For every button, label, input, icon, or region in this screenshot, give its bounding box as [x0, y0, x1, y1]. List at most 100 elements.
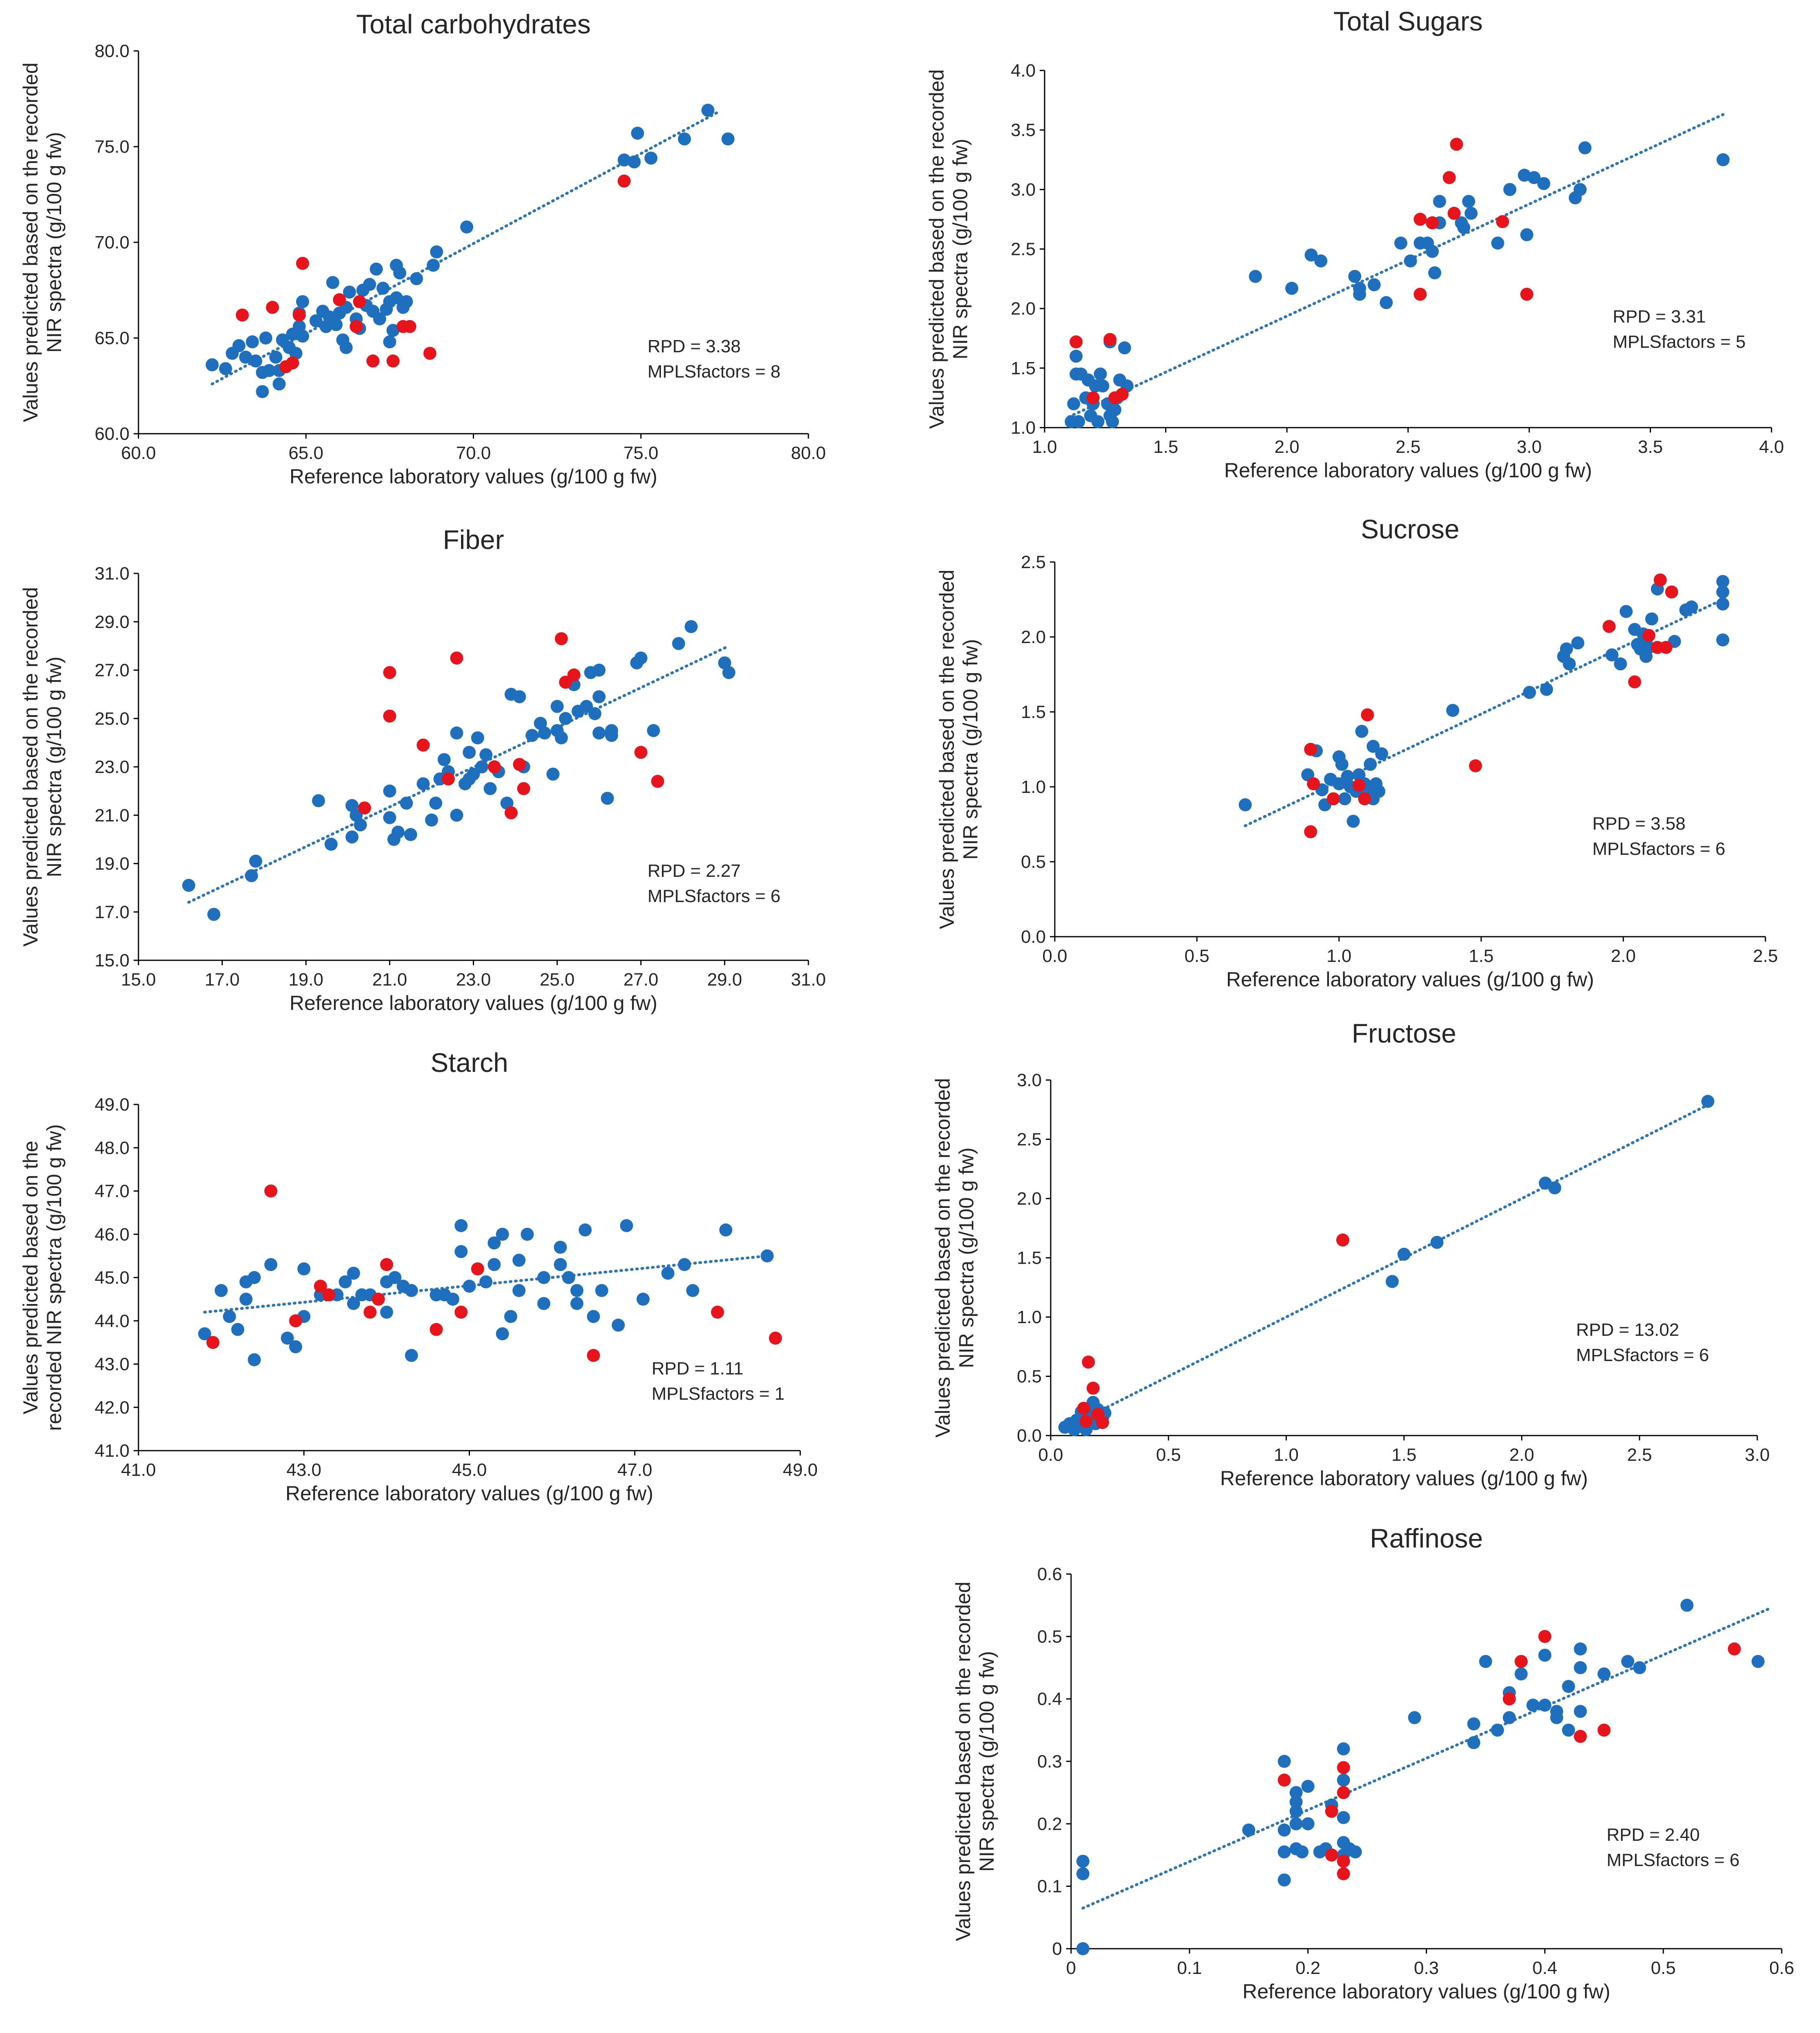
raffinose-calibration-point [1751, 1655, 1765, 1668]
sugars-x-axis-label: Reference laboratory values (g/100 g fw) [1224, 459, 1592, 482]
starch-calibration-point [248, 1271, 261, 1284]
fiber-x-tick-label: 19.0 [288, 970, 323, 990]
raffinose-calibration-point [1242, 1823, 1256, 1837]
raffinose-title: Raffinose [1370, 1523, 1483, 1553]
fructose-calibration-point [1397, 1247, 1411, 1261]
starch-calibration-point [620, 1219, 633, 1232]
fructose-validation-point [1336, 1233, 1350, 1247]
fructose-y-tick-label: 2.5 [1017, 1130, 1042, 1150]
fructose-calibration-point [1385, 1275, 1399, 1288]
starch-validation-point [587, 1349, 600, 1362]
fructose-title: Fructose [1352, 1018, 1456, 1048]
sugars-calibration-point [1578, 141, 1592, 155]
raffinose-calibration-point [1295, 1845, 1309, 1859]
fiber-validation-point [358, 801, 371, 815]
fiber-calibration-point [588, 707, 602, 720]
fructose-calibration-point [1548, 1181, 1561, 1194]
carb-calibration-point [628, 155, 641, 169]
sucrose-calibration-point [1716, 575, 1730, 588]
fiber-trendline [187, 644, 731, 904]
starch-calibration-point [347, 1267, 360, 1280]
sucrose-stat-line: RPD = 3.58 [1592, 814, 1686, 834]
sucrose-calibration-point [1372, 785, 1385, 798]
sugars-calibration-point [1464, 206, 1478, 220]
starch-title: Starch [430, 1047, 508, 1078]
fiber-calibration-point [525, 729, 539, 742]
carb-calibration-point [644, 151, 658, 165]
fiber-calibration-point [249, 854, 262, 868]
raffinose-calibration-point [1479, 1655, 1492, 1668]
raffinose-validation-point [1337, 1761, 1350, 1774]
fiber-calibration-point [471, 731, 484, 744]
raffinose-calibration-point [1467, 1736, 1480, 1749]
raffinose-calibration-point [1491, 1723, 1504, 1737]
carb-validation-point [349, 320, 363, 333]
fiber-calibration-point [559, 712, 572, 725]
raffinose-validation-point [1597, 1723, 1611, 1737]
starch-validation-point [322, 1288, 336, 1302]
fiber-calibration-point [182, 878, 195, 892]
fructose-x-axis-label: Reference laboratory values (g/100 g fw) [1220, 1467, 1588, 1490]
fiber-validation-point [441, 772, 455, 786]
fiber-x-tick-label: 31.0 [791, 970, 826, 990]
raffinose-calibration-point [1574, 1661, 1587, 1674]
fiber-calibration-point [647, 724, 660, 737]
sucrose-x-tick-label: 0.5 [1184, 946, 1209, 966]
sugars-y-tick-label: 1.5 [1011, 358, 1036, 378]
fructose-y-tick-label: 0.0 [1017, 1426, 1042, 1446]
sugars-calibration-point [1527, 171, 1541, 184]
raffinose-calibration-point [1076, 1867, 1090, 1880]
fructose-validation-point [1077, 1402, 1090, 1415]
carb-validation-point [366, 354, 380, 368]
fiber-calibration-point [634, 651, 648, 665]
fiber-calibration-point [592, 726, 606, 740]
raffinose-chart: 0 0.1 0.2 0.3 0.4 0.5 0.6 0 0.1 0.2 0.3 0.4 0.5 0.6 Ra… [952, 1523, 1794, 2003]
sugars-calibration-point [1091, 415, 1104, 428]
starch-calibration-point [347, 1297, 360, 1310]
carb-calibration-point [400, 295, 413, 308]
sugars-calibration-point [1503, 183, 1517, 196]
raffinose-validation-point [1503, 1692, 1516, 1706]
sucrose-calibration-point [1645, 612, 1658, 626]
carb-y-tick-label: 75.0 [94, 137, 130, 157]
starch-validation-point [206, 1336, 220, 1349]
starch-x-tick-label: 45.0 [452, 1460, 487, 1480]
sucrose-validation-point [1642, 629, 1655, 642]
sugars-validation-point [1450, 138, 1463, 151]
starch-calibration-point [595, 1284, 608, 1297]
fiber-calibration-point [601, 792, 614, 805]
starch-validation-point [454, 1306, 468, 1319]
fructose-y-axis-label-line: NIR spectra (g/100 g fw) [955, 1148, 978, 1368]
carb-calibration-point [219, 362, 232, 375]
carb-x-axis-label: Reference laboratory values (g/100 g fw) [290, 465, 657, 488]
sugars-y-tick-label: 3.0 [1011, 180, 1036, 200]
raffinose-calibration-point [1289, 1786, 1303, 1799]
raffinose-calibration-point [1562, 1723, 1575, 1737]
sucrose-calibration-point [1355, 725, 1368, 738]
carb-calibration-point [239, 351, 252, 364]
fructose-x-tick-label: 0.0 [1038, 1445, 1063, 1465]
fructose-y-tick-label: 0.5 [1017, 1367, 1042, 1387]
raffinose-x-tick-label: 0.1 [1177, 1958, 1202, 1978]
raffinose-y-tick-label: 0.4 [1037, 1689, 1062, 1709]
carb-calibration-point [373, 312, 386, 325]
sugars-calibration-point [1348, 270, 1361, 283]
starch-validation-point [471, 1262, 484, 1276]
carb-calibration-point [246, 335, 259, 349]
fiber-stat-line: RPD = 2.27 [648, 861, 741, 881]
sucrose-calibration-point [1716, 633, 1730, 647]
raffinose-calibration-point [1538, 1649, 1552, 1662]
fiber-calibration-point [345, 830, 359, 844]
carb-calibration-point [617, 153, 631, 167]
sucrose-title: Sucrose [1361, 514, 1459, 544]
starch-x-tick-label: 43.0 [286, 1460, 321, 1480]
sucrose-calibration-point [1341, 770, 1354, 783]
starch-validation-point [769, 1331, 782, 1345]
fructose-y-axis-label-line: Values predicted based on the recorded [931, 1078, 954, 1438]
starch-calibration-point [388, 1271, 402, 1284]
carb-calibration-point [701, 103, 715, 117]
fiber-calibration-point [546, 767, 560, 781]
sugars-calibration-point [1304, 248, 1318, 262]
sugars-validation-point [1520, 288, 1534, 301]
sugars-calibration-point [1096, 379, 1109, 393]
